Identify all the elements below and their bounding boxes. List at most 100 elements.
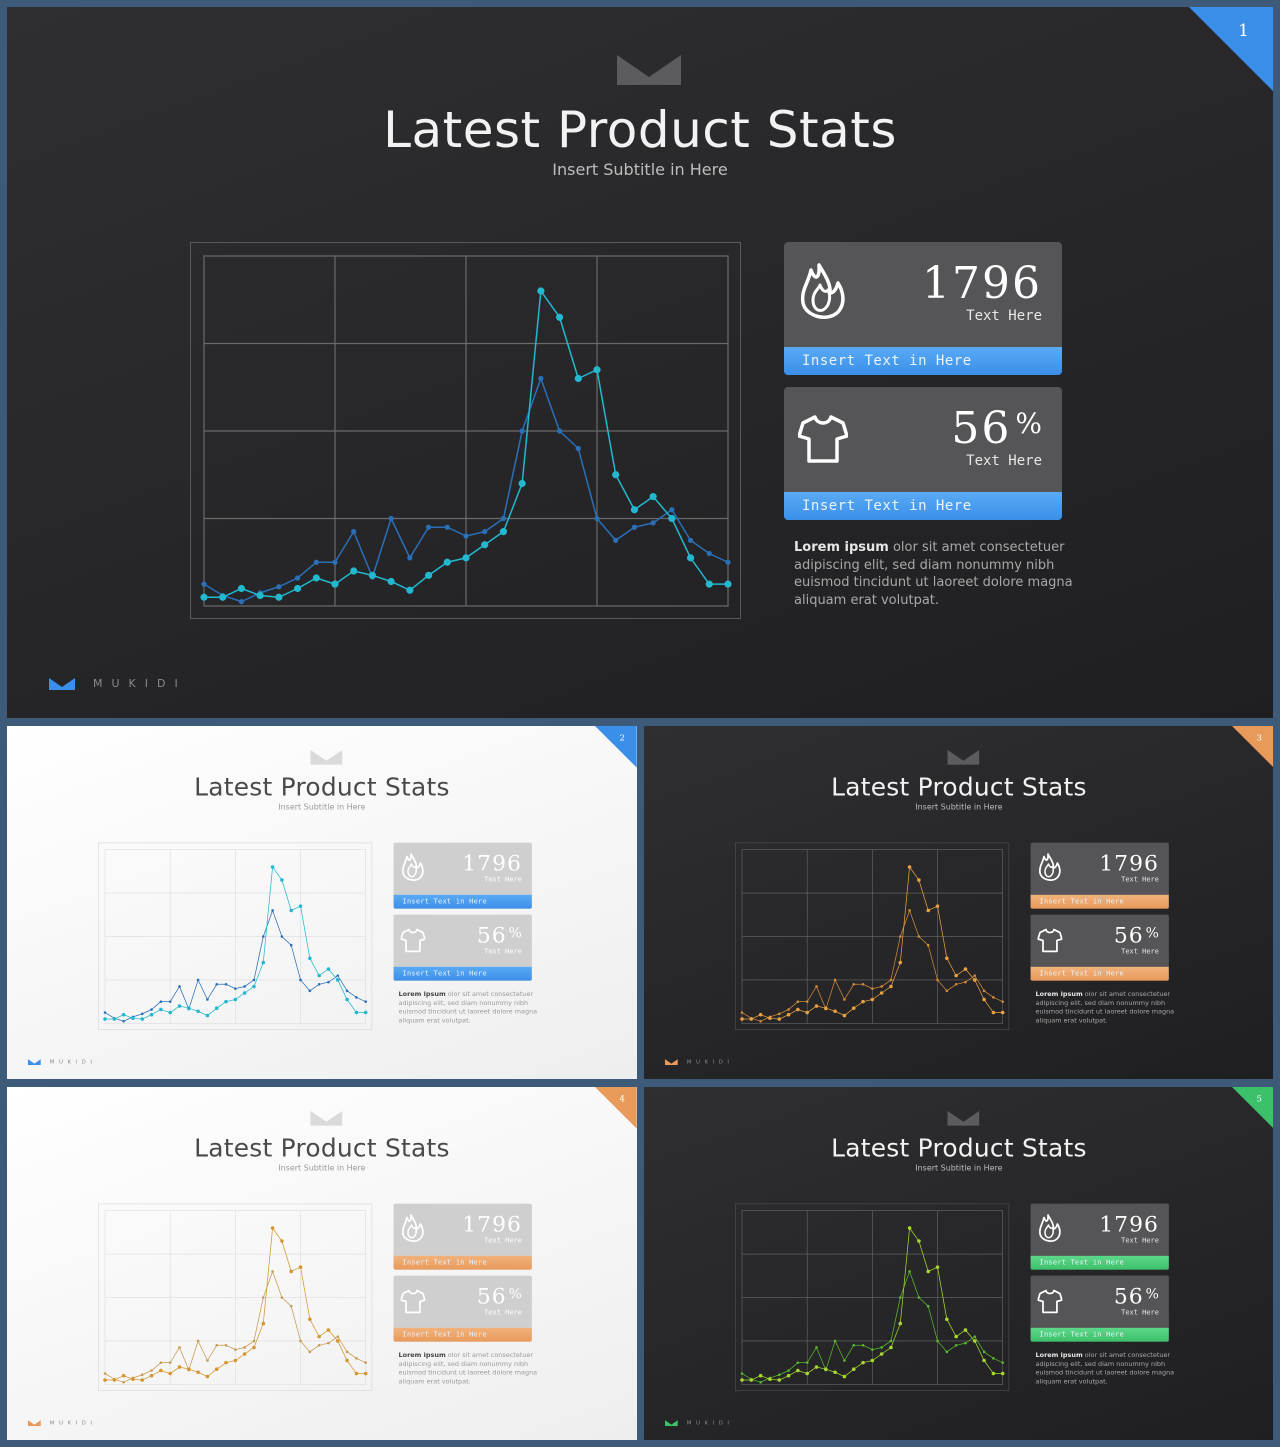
series-1-point [224,1344,228,1347]
series-1-point [351,529,357,535]
series-1-point [833,978,837,982]
series-1-point [945,1350,949,1354]
series-1-point [880,1346,883,1349]
stat-value: 56% [477,1284,522,1309]
slide-1[interactable]: 1 Latest Product Stats Insert Subtitle i… [7,7,1273,718]
series-2-point [159,1007,163,1012]
series-2-point [537,287,545,295]
footer-brand: MUKIDI [49,1058,97,1066]
series-1-point [159,1361,163,1364]
series-2-point [177,1004,182,1008]
series-2-point [149,1373,154,1378]
series-2-point [796,1368,800,1373]
series-1-point [898,935,902,938]
series-2-point [917,878,921,882]
series-2-point [131,1377,135,1381]
series-2-point [345,1358,349,1363]
series-2-point [335,978,340,982]
series-1-point [889,978,893,982]
tshirt-icon [1037,928,1063,953]
series-2-point [280,878,284,882]
stat-card-apparel: 56% Text Here Insert Text in Here [393,914,532,981]
series-2-point [289,1269,294,1274]
slide-3[interactable]: 3 Latest Product Stats Insert Subtitle i… [644,726,1273,1079]
series-2-point [593,366,601,374]
series-2-point [317,1334,321,1339]
stat-card-sales: 1796 Text Here Insert Text in Here [393,842,532,909]
series-2-point [777,1378,782,1382]
series-1-point [299,1339,302,1343]
series-1-point [992,1357,995,1360]
series-2-point [354,1371,359,1376]
series-1-point [159,1000,163,1003]
series-1-point [364,1361,367,1364]
series-1-point [843,998,846,1001]
line-chart [735,842,1010,1030]
stat-value: 56% [951,403,1042,454]
series-1-point [308,1350,312,1354]
series-2-point [991,1371,996,1376]
series-1-point [206,998,209,1001]
series-2-point [112,1378,117,1382]
series-1-point [777,1373,781,1377]
series-1-point [140,1373,144,1377]
mukidi-logo-icon [947,1110,980,1126]
series-2-point [233,1358,238,1363]
series-1-point [796,1000,800,1003]
stat-card-sales: 1796 Text Here Insert Text in Here [784,242,1062,375]
series-1-point [261,1296,265,1299]
series-1-point [332,559,338,565]
stat-caption: Text Here [484,947,522,956]
slide-5[interactable]: 5 Latest Product Stats Insert Subtitle i… [644,1087,1273,1440]
series-1-point [336,974,340,977]
series-1-point [289,1304,293,1308]
series-2-point [481,541,489,549]
series-1-point [364,1000,367,1003]
series-1-point [280,935,284,938]
series-1-point [706,550,712,557]
series-2-point [196,1009,200,1014]
series-2-point [861,999,865,1004]
series-2-point [889,1345,893,1350]
series-1-point [500,515,507,522]
series-1-point [538,375,544,382]
series-1-point [140,1012,144,1016]
description-bold: Lorem ipsum [1035,990,1083,999]
stat-strip-label: Insert Text in Here [393,894,532,909]
series-2-point [898,1321,903,1326]
series-2-point [686,554,695,562]
series-2-point [879,1352,884,1356]
slide-4[interactable]: 4 Latest Product Stats Insert Subtitle i… [7,1087,637,1440]
series-2-point [406,586,414,594]
series-1-point [243,985,246,988]
series-1-point [954,983,958,986]
series-1-point [271,1270,274,1273]
series-2-point [350,567,358,575]
series-1-point [575,445,581,452]
series-2-point [705,580,713,588]
series-1-point [215,983,219,986]
series-1-point [759,1019,762,1023]
series-1-point [871,1348,874,1351]
stat-strip-label: Insert Text in Here [1030,966,1169,981]
series-2-point [237,584,246,593]
series-2-point [907,1226,912,1230]
series-2-point [630,506,639,514]
series-1-point [777,1012,781,1016]
stat-value-unit: % [1145,924,1159,941]
series-1-point [936,1339,939,1343]
description-text: Lorem ipsum olor sit amet consectetuer a… [794,539,1094,609]
description-bold: Lorem ipsum [794,540,889,555]
series-2-point [168,1010,172,1015]
mukidi-logo-icon [310,749,343,765]
line-chart [735,1203,1010,1391]
series-1-point [178,985,181,988]
series-1-point [276,584,282,590]
slide-2[interactable]: 2 Latest Product Stats Insert Subtitle i… [7,726,637,1079]
series-1-point [103,1372,107,1375]
description-text: Lorem ipsum olor sit amet consectetuer a… [1036,990,1185,1025]
series-1-point [1001,1361,1004,1364]
stat-card-sales: 1796 Text Here Insert Text in Here [1030,1203,1169,1270]
series-2-point [917,1239,921,1243]
series-1-point [889,1339,893,1343]
